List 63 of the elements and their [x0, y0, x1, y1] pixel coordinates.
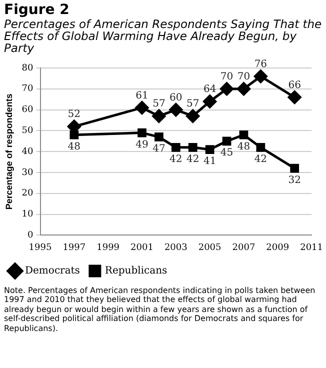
text: Note. Percentages of American respondents indicating in polls taken between 1997 and 2010 that they believed that the effects of global warming had already begun or would begin within a few years are shown as a function of self-described political affiliation (diamonds for Democrats and squares for Republicans).	[4, 286, 316, 334]
chart-subtitle: Percentages of American Respondents Saying That the Effects of Global Warming Have Already Begun, by Party	[4, 17, 322, 55]
x-tick-label: 1997	[62, 242, 86, 253]
y-tick-label: 20	[22, 188, 34, 199]
data-label: 70	[237, 71, 250, 82]
data-label: 42	[170, 154, 182, 166]
point	[236, 82, 250, 96]
x-tick-label: 2011	[300, 242, 323, 253]
x-tick-label: 2001	[130, 242, 154, 253]
x-tick-label: 2003	[164, 242, 188, 253]
point	[138, 128, 146, 138]
y-tick-label: 30	[22, 168, 34, 178]
y-tick-label: 40	[22, 146, 34, 157]
point	[70, 130, 79, 140]
data-label: 70	[220, 71, 234, 82]
y-tick-label: 0	[28, 230, 34, 241]
y-axis-title: Percentage of respondents	[4, 94, 14, 210]
data-label: 42	[186, 154, 200, 166]
data-label: 66	[288, 80, 301, 91]
point	[239, 130, 248, 140]
y-tick-label: 60	[22, 105, 34, 116]
data-label: 47	[152, 144, 166, 155]
data-label: 61	[136, 90, 148, 102]
point	[188, 142, 198, 152]
point	[186, 109, 200, 123]
point	[171, 142, 180, 152]
data-label: 41	[203, 156, 216, 168]
point	[222, 136, 232, 146]
point	[203, 94, 217, 108]
data-label: 48	[68, 141, 81, 152]
x-tick-label: 2005	[198, 242, 222, 253]
legend-label: Democrats	[25, 266, 80, 277]
data-label: 64	[203, 84, 216, 96]
point	[154, 132, 164, 142]
point	[254, 70, 268, 84]
data-label: 42	[254, 154, 268, 166]
data-label: 49	[136, 139, 148, 150]
data-label: 48	[237, 141, 250, 152]
point	[220, 82, 234, 96]
data-label: 60	[170, 92, 182, 104]
x-tick-label: 1995	[28, 242, 52, 253]
point	[205, 145, 214, 154]
y-tick-label: 80	[22, 63, 34, 74]
point	[256, 142, 266, 152]
y-tick-label: 70	[22, 84, 34, 94]
y-tick-label: 50	[22, 126, 34, 136]
point	[288, 90, 302, 104]
point	[290, 164, 300, 173]
data-label: 32	[288, 174, 301, 186]
data-label: 52	[68, 109, 81, 120]
point	[152, 109, 166, 123]
x-tick-label: 1999	[96, 242, 120, 253]
data-label: 76	[254, 58, 268, 70]
point	[135, 100, 149, 114]
y-tick-label: 10	[22, 210, 34, 220]
chart-title: Figure 2	[4, 2, 70, 18]
point	[169, 103, 183, 117]
legend-label: Republicans	[104, 266, 168, 277]
data-label: 57	[186, 98, 200, 110]
data-label: 45	[220, 148, 234, 159]
data-label: 57	[152, 98, 166, 110]
x-tick-label: 2007	[232, 242, 256, 253]
x-tick-label: 2009	[266, 242, 290, 253]
